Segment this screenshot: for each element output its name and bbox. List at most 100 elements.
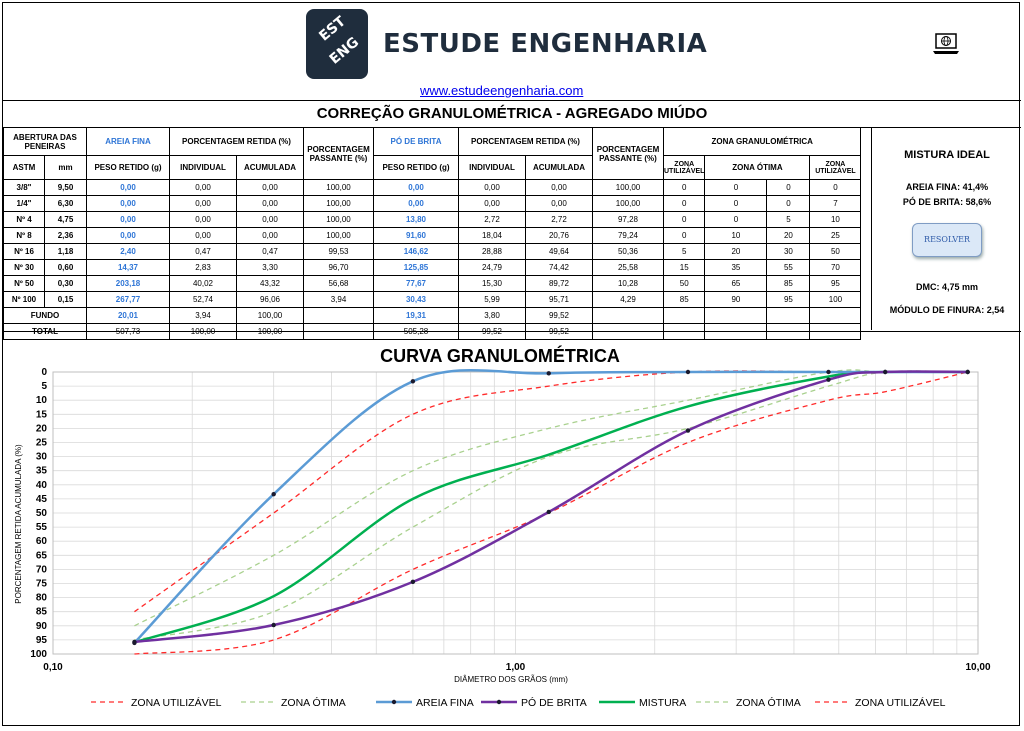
- ideal-mix-panel: MISTURA IDEAL AREIA FINA: 41,4% PÓ DE BR…: [871, 127, 1022, 330]
- cell-astm: 1/4": [3, 195, 45, 212]
- cell-a-peso[interactable]: 2,40: [86, 243, 170, 260]
- cell-p-peso[interactable]: 91,60: [373, 227, 459, 244]
- cell-z1: 5: [662, 243, 706, 260]
- cell-p-peso[interactable]: 30,43: [373, 291, 459, 308]
- y-tick-label: 75: [36, 579, 48, 590]
- cell-mm: 0,30: [44, 275, 87, 292]
- cell-p-ind: 0,00: [458, 179, 526, 196]
- y-tick-label: 65: [36, 550, 48, 561]
- cell-mm: 2,36: [44, 227, 87, 244]
- resolver-button[interactable]: RESOLVER: [912, 223, 982, 257]
- series-line-pó-de-brita: [134, 370, 968, 644]
- fundo-zona-2: [704, 307, 768, 324]
- cell-z4: 0: [809, 179, 862, 196]
- y-tick-label: 35: [36, 466, 48, 477]
- cell-p-ind: 28,88: [458, 243, 526, 260]
- cell-a-pass: 100,00: [303, 211, 374, 228]
- cell-a-acum: 0,00: [236, 195, 304, 212]
- x-tick-label: 0,10: [43, 662, 63, 673]
- data-point: [546, 371, 551, 376]
- series-line-zona-utilizável: [134, 371, 968, 655]
- table-row: Nº 30 0,60 14,37 2,83 3,30 96,70 125,85 24,79 74…: [3, 259, 862, 276]
- cell-a-ind: 2,83: [169, 259, 237, 276]
- cell-p-pass: 79,24: [592, 227, 664, 244]
- cell-z3: 0: [766, 179, 811, 196]
- cell-p-peso[interactable]: 125,85: [373, 259, 459, 276]
- cell-astm: Nº 30: [3, 259, 45, 276]
- header-individual-po: INDIVIDUAL: [458, 155, 526, 180]
- fundo-po-peso[interactable]: 19,31: [373, 307, 459, 324]
- x-tick-label: 1,00: [506, 662, 526, 673]
- cell-z4: 7: [809, 195, 862, 212]
- cell-z1: 0: [662, 195, 706, 212]
- header-zona-utilizavel-1: ZONA UTILIZÁVEL: [662, 155, 706, 180]
- cell-z3: 0: [766, 195, 811, 212]
- data-point: [965, 369, 970, 375]
- cell-a-ind: 40,02: [169, 275, 237, 292]
- cell-p-acum: 95,71: [525, 291, 593, 308]
- cell-a-peso[interactable]: 0,00: [86, 227, 170, 244]
- cell-a-peso[interactable]: 0,00: [86, 195, 170, 212]
- cell-p-acum: 89,72: [525, 275, 593, 292]
- granulometry-table: ABERTURA DAS PENEIRAS AREIA FINA PORCENT…: [3, 127, 862, 340]
- cell-z2: 0: [704, 195, 768, 212]
- cell-a-peso[interactable]: 0,00: [86, 211, 170, 228]
- cell-z3: 5: [766, 211, 811, 228]
- cell-a-peso[interactable]: 203,18: [86, 275, 170, 292]
- cell-z2: 65: [704, 275, 768, 292]
- fundo-areia-peso[interactable]: 20,01: [86, 307, 170, 324]
- cell-a-peso[interactable]: 267,77: [86, 291, 170, 308]
- cell-p-peso[interactable]: 13,80: [373, 211, 459, 228]
- cell-mm: 9,50: [44, 179, 87, 196]
- brand-name: ESTUDE ENGENHARIA: [383, 29, 708, 59]
- cell-astm: Nº 100: [3, 291, 45, 308]
- cell-mm: 4,75: [44, 211, 87, 228]
- cell-a-acum: 43,32: [236, 275, 304, 292]
- page-title: CORREÇÃO GRANULOMÉTRICA - AGREGADO MIÚDO: [3, 100, 1021, 128]
- laptop-globe-icon[interactable]: [933, 33, 959, 55]
- cell-z1: 15: [662, 259, 706, 276]
- legend-label: MISTURA: [639, 697, 686, 709]
- cell-p-peso[interactable]: 146,62: [373, 243, 459, 260]
- legend-label: PÓ DE BRITA: [521, 696, 587, 709]
- cell-a-acum: 0,00: [236, 227, 304, 244]
- header-po-de-brita: PÓ DE BRITA: [373, 127, 459, 156]
- cell-a-ind: 0,00: [169, 227, 237, 244]
- cell-p-peso[interactable]: 0,00: [373, 195, 459, 212]
- cell-mm: 1,18: [44, 243, 87, 260]
- cell-a-ind: 0,00: [169, 179, 237, 196]
- cell-a-peso[interactable]: 14,37: [86, 259, 170, 276]
- header-abertura: ABERTURA DAS PENEIRAS: [3, 127, 87, 156]
- cell-a-ind: 0,47: [169, 243, 237, 260]
- data-point: [271, 491, 276, 497]
- y-tick-label: 90: [36, 621, 48, 632]
- modulo-finura-value: MÓDULO DE FINURA: 2,54: [889, 305, 1005, 315]
- cell-z4: 50: [809, 243, 862, 260]
- granulometric-curve-chart: CURVA GRANULOMÉTRICA PORCENTAGEM RETIDA …: [14, 345, 991, 709]
- chart-area: CURVA GRANULOMÉTRICA PORCENTAGEM RETIDA …: [3, 331, 1021, 728]
- cell-p-ind: 24,79: [458, 259, 526, 276]
- header-peso-areia: PESO RETIDO (g): [86, 155, 170, 180]
- data-point: [685, 428, 691, 433]
- cell-z1: 85: [662, 291, 706, 308]
- header-acumulada-po: ACUMULADA: [525, 155, 593, 180]
- website-link[interactable]: www.estudeengenharia.com: [420, 83, 584, 98]
- data-point: [132, 639, 137, 645]
- cell-z4: 95: [809, 275, 862, 292]
- cell-p-peso[interactable]: 0,00: [373, 179, 459, 196]
- cell-a-acum: 0,00: [236, 211, 304, 228]
- cell-a-ind: 0,00: [169, 195, 237, 212]
- cell-z3: 95: [766, 291, 811, 308]
- data-point: [882, 369, 888, 375]
- header-zona-otima: ZONA ÓTIMA: [704, 155, 811, 180]
- legend-label: ZONA ÓTIMA: [736, 696, 801, 709]
- y-tick-label: 40: [36, 480, 48, 491]
- cell-p-peso[interactable]: 77,67: [373, 275, 459, 292]
- cell-z1: 0: [662, 211, 706, 228]
- y-tick-label: 95: [36, 635, 48, 646]
- cell-a-peso[interactable]: 0,00: [86, 179, 170, 196]
- cell-p-pass: 50,36: [592, 243, 664, 260]
- legend-marker: [496, 699, 502, 705]
- brand-logo: EST ENG: [306, 9, 368, 79]
- series-line-zona-utilizável: [134, 370, 968, 613]
